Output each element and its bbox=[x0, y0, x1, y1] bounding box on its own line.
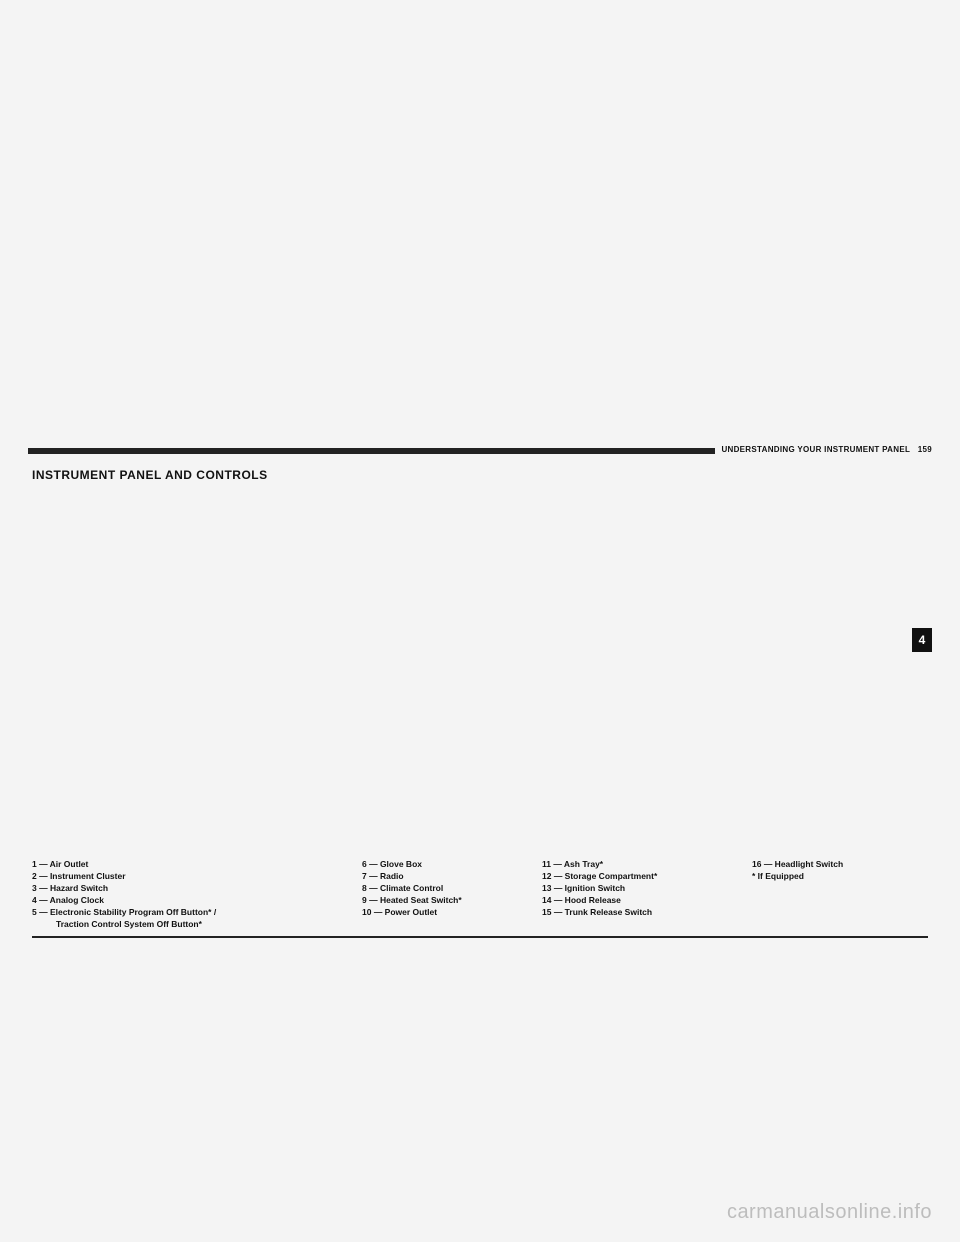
chapter-tab: 4 bbox=[912, 628, 932, 652]
legend-col-3: 11 — Ash Tray* 12 — Storage Compartment*… bbox=[542, 858, 742, 918]
legend-item: 8 — Climate Control bbox=[362, 882, 532, 894]
legend-item: 10 — Power Outlet bbox=[362, 906, 532, 918]
legend-item: 1 — Air Outlet bbox=[32, 858, 342, 870]
legend-item: 5 — Electronic Stability Program Off But… bbox=[32, 906, 342, 918]
legend-note: * If Equipped bbox=[752, 870, 922, 882]
legend-item: 2 — Instrument Cluster bbox=[32, 870, 342, 882]
legend-col-1: 1 — Air Outlet 2 — Instrument Cluster 3 … bbox=[32, 858, 342, 930]
page-number: 159 bbox=[918, 445, 932, 454]
legend-item: 13 — Ignition Switch bbox=[542, 882, 742, 894]
legend-item: 16 — Headlight Switch bbox=[752, 858, 922, 870]
legend-col-4: 16 — Headlight Switch * If Equipped bbox=[752, 858, 922, 882]
page-header: UNDERSTANDING YOUR INSTRUMENT PANEL 159 bbox=[715, 445, 932, 454]
legend-item: 6 — Glove Box bbox=[362, 858, 532, 870]
section-title: INSTRUMENT PANEL AND CONTROLS bbox=[32, 468, 268, 482]
legend-col-2: 6 — Glove Box 7 — Radio 8 — Climate Cont… bbox=[362, 858, 532, 918]
legend-item: Traction Control System Off Button* bbox=[32, 918, 342, 930]
legend-item: 9 — Heated Seat Switch* bbox=[362, 894, 532, 906]
watermark: carmanualsonline.info bbox=[727, 1201, 932, 1224]
legend-item: 12 — Storage Compartment* bbox=[542, 870, 742, 882]
legend-item: 4 — Analog Clock bbox=[32, 894, 342, 906]
legend-item: 7 — Radio bbox=[362, 870, 532, 882]
breadcrumb: UNDERSTANDING YOUR INSTRUMENT PANEL bbox=[721, 445, 910, 454]
legend-item: 15 — Trunk Release Switch bbox=[542, 906, 742, 918]
legend-item: 14 — Hood Release bbox=[542, 894, 742, 906]
legend-item: 3 — Hazard Switch bbox=[32, 882, 342, 894]
legend-footer-rule bbox=[32, 936, 928, 938]
legend-item: 11 — Ash Tray* bbox=[542, 858, 742, 870]
